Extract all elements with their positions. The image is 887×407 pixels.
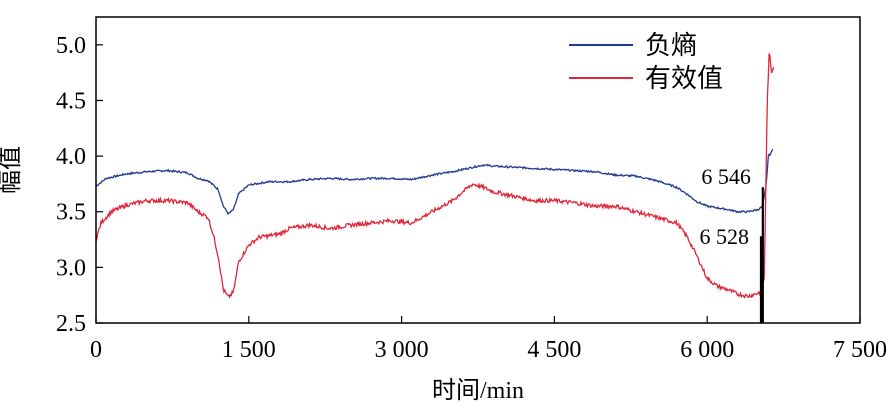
x-axis-title: 时间/min [432,377,524,404]
x-tick-label: 7 500 [833,337,887,363]
x-tick-label: 4 500 [527,337,581,363]
y-tick-label: 3.0 [56,255,86,281]
legend-label-rms: 有效值 [645,64,723,93]
y-tick-label: 5.0 [56,33,86,59]
y-tick-labels: 2.5 3.0 3.5 4.0 4.5 5.0 [56,33,86,337]
x-tick-label: 1 500 [222,337,276,363]
annotation-label: 6 546 [701,164,751,189]
series-lines [95,53,775,299]
annotation-label: 6 528 [699,224,749,249]
y-tick-label: 3.5 [56,200,86,226]
series-line-rms [95,53,775,299]
y-tick-label: 4.0 [56,144,86,170]
annotations: 6 546 6 528 [699,164,764,323]
y-tick-label: 2.5 [56,311,86,337]
x-tick-label: 0 [90,337,102,363]
series-line-negentropy [95,148,774,216]
x-tick-label: 3 000 [375,337,429,363]
y-tick-label: 4.5 [56,88,86,114]
x-tick-label: 6 000 [680,337,734,363]
y-axis-title: 幅值 [0,146,24,194]
legend-label-negentropy: 负熵 [645,31,697,60]
x-tick-labels: 0 1 500 3 000 4 500 6 000 7 500 [90,337,887,363]
plot-frame [95,16,861,324]
legend: 负熵 有效值 [569,31,723,93]
